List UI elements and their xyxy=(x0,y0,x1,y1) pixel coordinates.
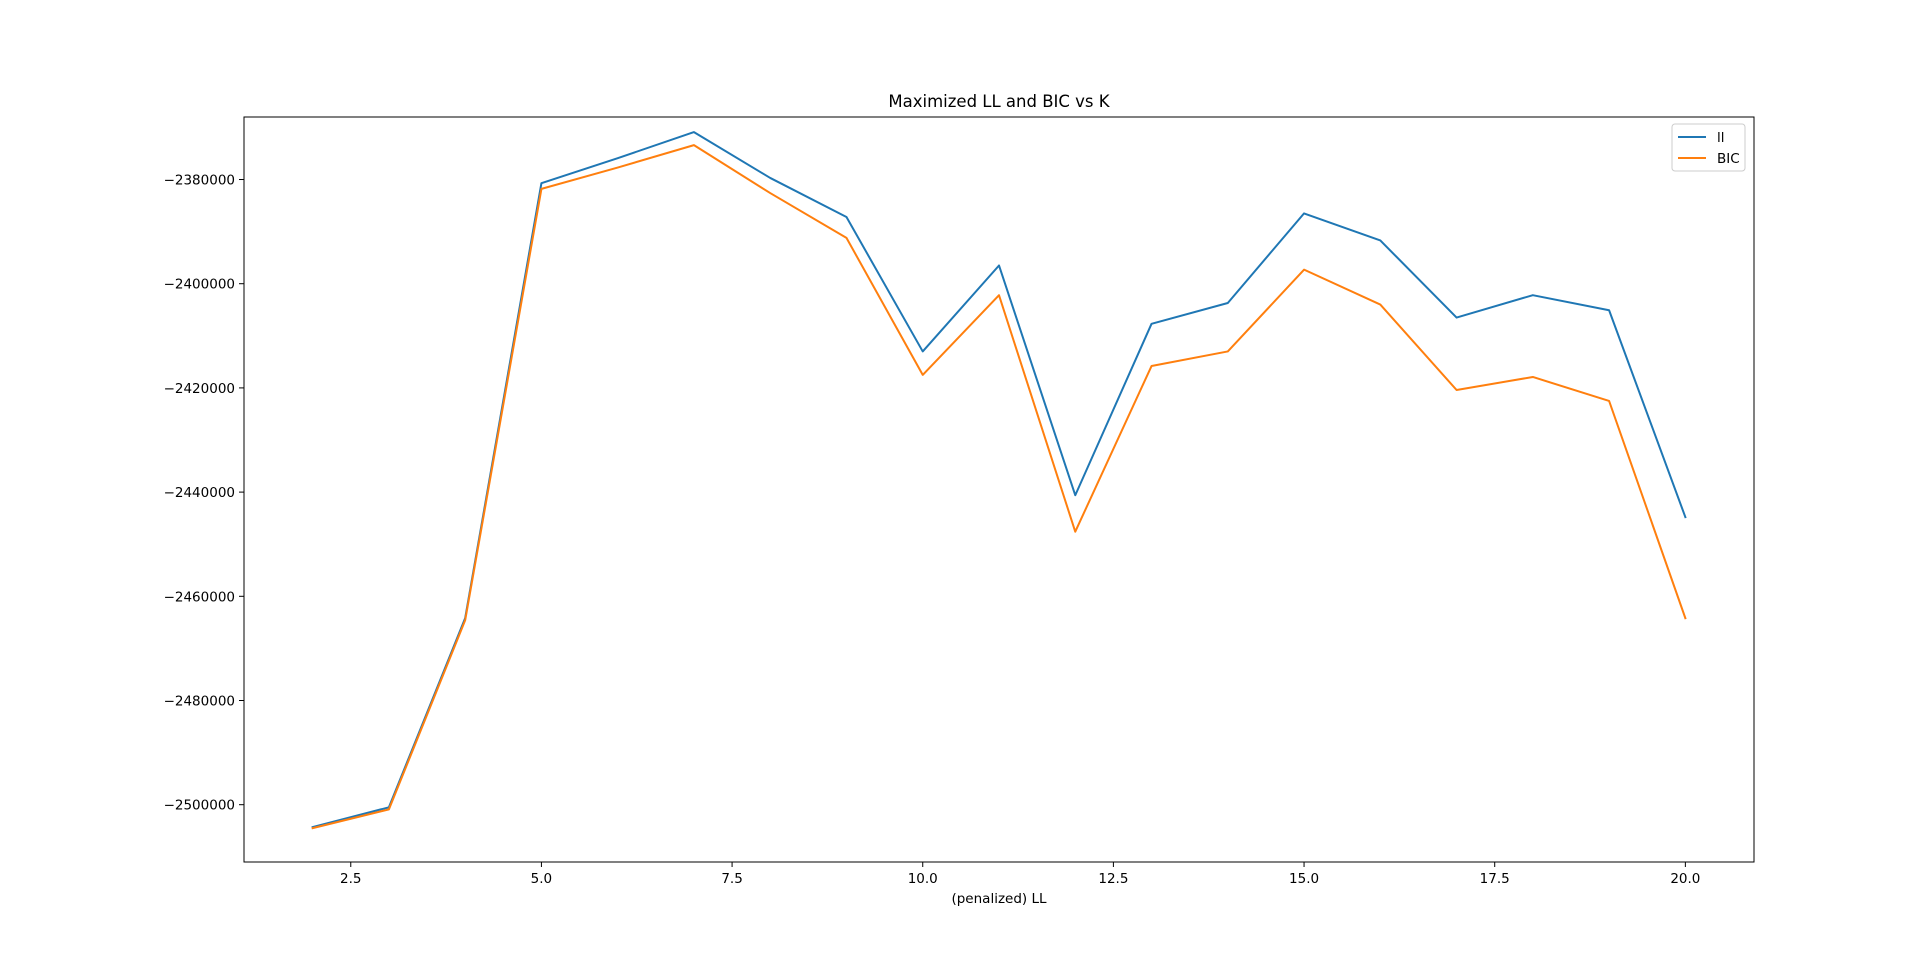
legend-box xyxy=(1671,123,1746,172)
y-tick-label: −2500000 xyxy=(164,798,235,814)
x-tick-label: 5.0 xyxy=(531,871,552,887)
y-tick-label: −2440000 xyxy=(164,485,235,501)
series-line-1 xyxy=(311,144,1687,830)
y-tick-label: −2480000 xyxy=(164,693,235,709)
x-tick-label: 12.5 xyxy=(1098,871,1128,887)
x-tick-label: 17.5 xyxy=(1480,871,1510,887)
series-layer xyxy=(311,131,1687,830)
x-tick-label: 10.0 xyxy=(908,871,938,887)
legend-label-0: ll xyxy=(1717,130,1725,146)
x-axis: 2.5 5.0 7.5 10.0 12.5 15.0 17.5 20.0 xyxy=(340,862,1700,887)
y-axis: −2380000 −2400000 −2420000 −2440000 −2460000… xyxy=(164,173,244,814)
y-tick-label: −2380000 xyxy=(164,173,235,189)
x-tick-label: 15.0 xyxy=(1289,871,1319,887)
x-tick-label: 20.0 xyxy=(1670,871,1700,887)
x-tick-label: 2.5 xyxy=(340,871,361,887)
x-tick-label: 7.5 xyxy=(721,871,742,887)
y-tick-label: −2420000 xyxy=(164,381,235,397)
y-tick-label: −2460000 xyxy=(164,589,235,605)
legend: ll BIC xyxy=(1671,123,1746,172)
y-tick-label: −2400000 xyxy=(164,277,235,293)
x-axis-label: (penalized) LL xyxy=(951,891,1047,907)
legend-label-1: BIC xyxy=(1717,151,1740,167)
series-line-0 xyxy=(311,131,1687,829)
plot-frame xyxy=(243,116,1755,863)
chart-title: Maximized LL and BIC vs K xyxy=(888,92,1110,111)
